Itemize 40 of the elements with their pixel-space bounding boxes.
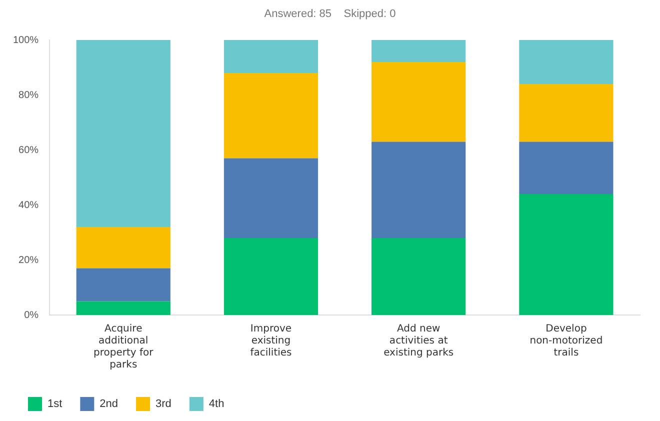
y-tick-label: 100% (13, 34, 39, 46)
bar (372, 62, 466, 142)
bar (76, 40, 170, 227)
category-label: property for (94, 348, 154, 359)
legend-label: 3rd (156, 398, 172, 410)
legend-label: 2nd (100, 398, 118, 410)
y-tick-label: 60% (18, 144, 39, 156)
chart-subtitle: Answered: 85 Skipped: 0 (263, 8, 397, 20)
bar (224, 73, 318, 158)
category-label: Add new (396, 324, 440, 335)
category-label: existing parks (384, 348, 454, 359)
y-tick-label: 20% (18, 254, 39, 266)
bar (519, 84, 614, 142)
bar (224, 40, 318, 73)
bar (76, 227, 170, 268)
bar (76, 268, 170, 302)
bar (224, 158, 318, 238)
y-tick-label: 0% (24, 310, 39, 321)
bar (519, 142, 614, 194)
category-label: activities at (389, 336, 448, 347)
legend-label: 1st (48, 398, 62, 410)
bar (519, 40, 614, 84)
bar (372, 238, 466, 315)
category-label: facilities (250, 348, 292, 359)
category-label: Acquire (104, 324, 142, 335)
category-label: Develop (546, 324, 587, 335)
category-label: non-motorized (530, 336, 603, 347)
bar (372, 40, 466, 62)
legend-label: 4th (208, 398, 224, 410)
y-tick-label: 80% (18, 90, 39, 101)
bar (224, 238, 318, 315)
bar (519, 194, 614, 315)
category-label: additional (98, 336, 148, 347)
category-label: parks (110, 360, 138, 371)
category-label: existing (251, 336, 291, 347)
category-label: trails (554, 348, 579, 359)
category-label: Improve (250, 324, 292, 335)
bar (372, 142, 466, 238)
bar (76, 301, 170, 315)
y-tick-label: 40% (18, 200, 39, 211)
